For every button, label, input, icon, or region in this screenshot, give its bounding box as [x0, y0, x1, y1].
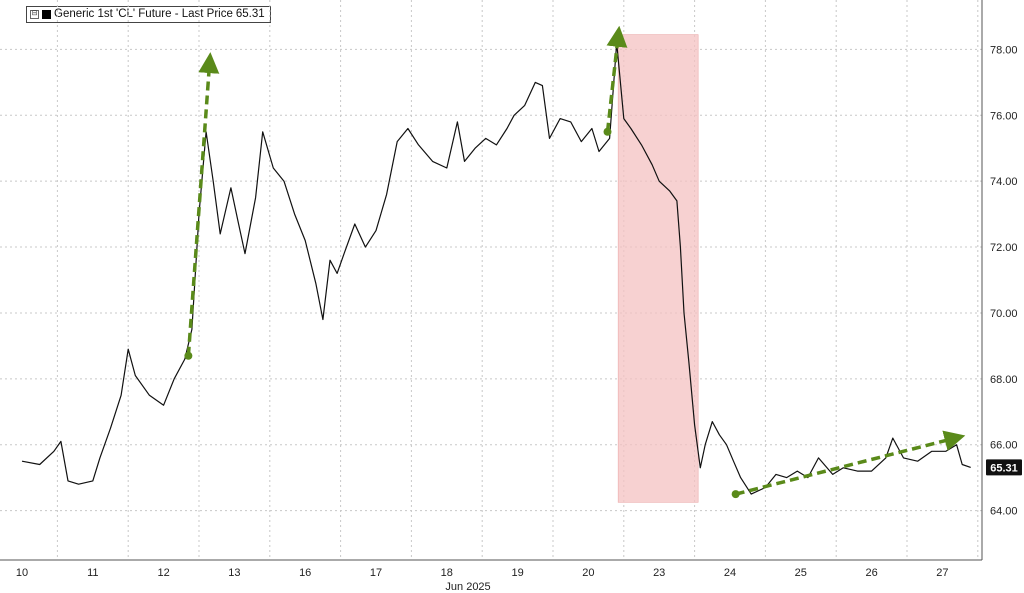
x-tick-label: 10 — [16, 567, 28, 579]
shaded-region-rect — [617, 34, 699, 503]
x-axis-label: Jun 2025 — [445, 581, 490, 593]
legend-last-price: 65.31 — [235, 8, 265, 20]
x-tick-label: 13 — [228, 567, 240, 579]
y-tick-label: 74.00 — [990, 176, 1018, 188]
y-tick-label: 78.00 — [990, 44, 1018, 56]
x-tick-label: 18 — [441, 567, 453, 579]
grid — [0, 0, 982, 560]
x-tick-label: 24 — [724, 567, 736, 579]
legend-toggle-icon[interactable]: ⊟ — [30, 9, 39, 19]
x-tick-label: 17 — [370, 567, 382, 579]
legend-label: Generic 1st 'CL' Future - Last Price — [54, 8, 233, 20]
trend-arrow — [605, 25, 628, 132]
shaded-region — [617, 34, 699, 503]
price-line — [21, 42, 971, 495]
x-tick-label: 25 — [795, 567, 807, 579]
y-tick-label: 68.00 — [990, 374, 1018, 386]
last-price-badge: 65.31 — [986, 459, 1022, 476]
trend-arrows — [184, 25, 966, 499]
x-tick-label: 19 — [511, 567, 523, 579]
chart-legend[interactable]: ⊟ Generic 1st 'CL' Future - Last Price 6… — [26, 6, 271, 23]
price-series — [21, 42, 971, 495]
x-tick-label: 16 — [299, 567, 311, 579]
x-tick-label: 26 — [865, 567, 877, 579]
x-tick-label: 11 — [87, 567, 98, 579]
y-tick-label: 70.00 — [990, 308, 1018, 320]
y-tick-label: 66.00 — [990, 440, 1018, 452]
legend-swatch — [42, 9, 51, 19]
last-price-badge-text: 65.31 — [990, 462, 1018, 474]
x-tick-label: 27 — [936, 567, 948, 579]
y-tick-label: 76.00 — [990, 110, 1018, 122]
trend-arrow — [735, 430, 966, 496]
trend-arrow — [186, 52, 220, 356]
last-price-badge-bg — [986, 459, 1022, 476]
x-tick-label: 20 — [582, 567, 594, 579]
y-tick-label: 72.00 — [990, 242, 1018, 254]
x-tick-label: 12 — [157, 567, 169, 579]
y-tick-label: 64.00 — [990, 506, 1018, 518]
x-tick-label: 23 — [653, 567, 665, 579]
